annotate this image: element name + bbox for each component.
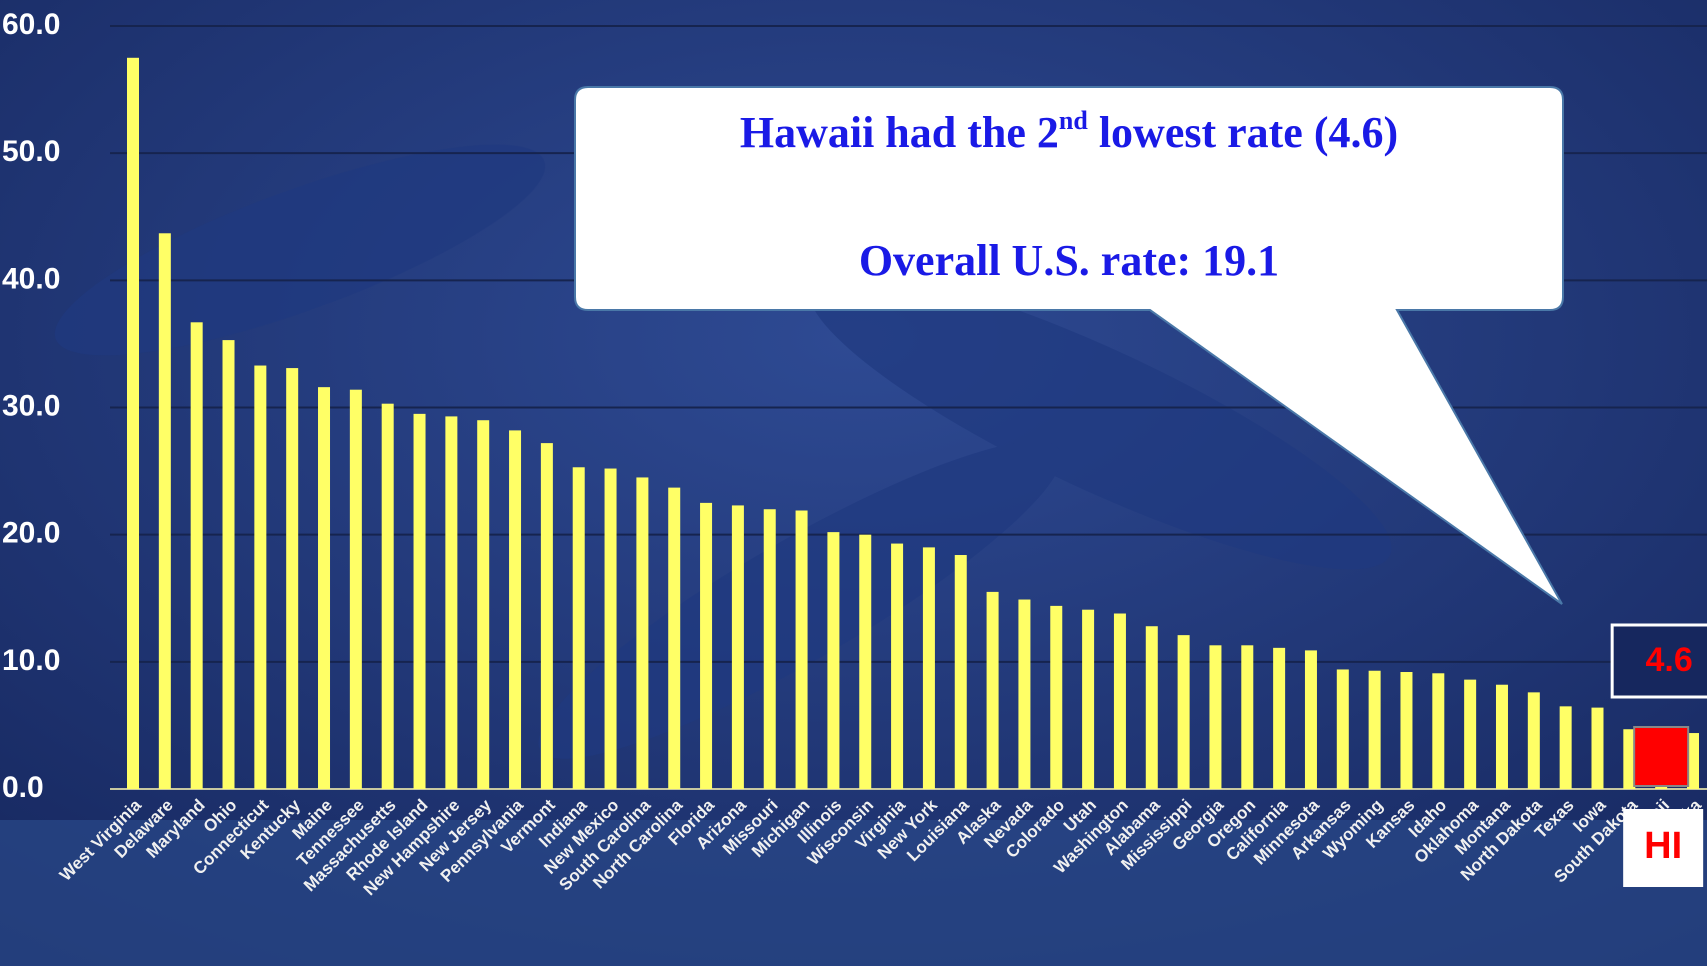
bar (190, 322, 203, 789)
bar (540, 443, 553, 789)
bar (413, 413, 426, 789)
bar (1432, 673, 1445, 789)
bar (859, 534, 872, 789)
bar (1113, 613, 1126, 789)
bar (763, 509, 776, 789)
bar (572, 467, 585, 789)
bar (1400, 672, 1413, 789)
bar (1241, 645, 1254, 789)
value-label: 4.6 (1646, 641, 1693, 679)
bar (158, 233, 171, 789)
bar (604, 468, 617, 789)
bar (1527, 692, 1540, 789)
highlight-label: HI (1644, 825, 1682, 867)
bar (1145, 626, 1158, 789)
bar (1495, 684, 1508, 789)
value-box (1610, 623, 1707, 699)
bar (668, 487, 681, 789)
bar (445, 416, 458, 789)
bar (954, 555, 967, 789)
bar (700, 502, 713, 789)
bar (1273, 647, 1286, 789)
bar (827, 532, 840, 789)
bar (509, 430, 522, 789)
bar (1559, 706, 1572, 789)
bar (731, 505, 744, 789)
highlight-square (1633, 726, 1690, 787)
bar (477, 420, 490, 789)
callout (574, 86, 1564, 605)
bar (1368, 670, 1381, 789)
bar (1177, 635, 1190, 789)
bar (922, 547, 935, 789)
bar (127, 57, 139, 789)
y-tick-label: 40.0 (2, 262, 60, 295)
bar (254, 365, 267, 789)
bar (1464, 679, 1477, 789)
y-tick-label: 30.0 (2, 389, 60, 422)
y-tick-label: 20.0 (2, 517, 60, 550)
bar (1050, 605, 1063, 789)
bar (381, 403, 394, 789)
bar (636, 477, 649, 789)
bar (318, 387, 331, 789)
bar (1591, 707, 1604, 789)
bar (1082, 609, 1095, 789)
bar (1687, 733, 1699, 789)
y-tick-label: 10.0 (2, 644, 60, 677)
y-tick-label: 60.0 (2, 8, 60, 41)
highlight-label-box (1623, 809, 1704, 887)
bar (1304, 650, 1317, 789)
annotation-line1: Hawaii had the 2nd lowest rate (4.6) (740, 106, 1398, 157)
bar (349, 389, 362, 789)
y-tick-label: 0.0 (2, 771, 44, 804)
bar (1018, 599, 1031, 789)
bar (891, 543, 904, 789)
bar (795, 510, 808, 789)
bar (286, 368, 299, 789)
y-tick-label: 50.0 (2, 135, 60, 168)
bar (222, 340, 235, 789)
bar (1209, 645, 1222, 789)
bar (1336, 669, 1349, 789)
annotation-line2: Overall U.S. rate: 19.1 (859, 236, 1279, 285)
bar (986, 591, 999, 789)
bar (1623, 729, 1636, 789)
